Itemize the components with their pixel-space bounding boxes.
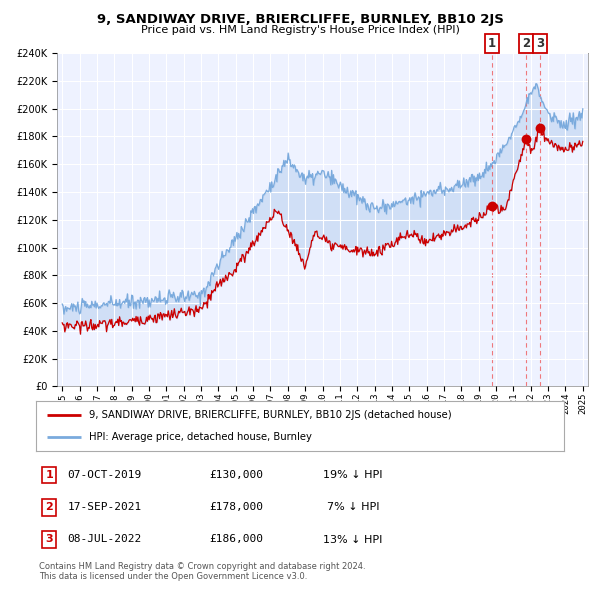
Text: 13% ↓ HPI: 13% ↓ HPI (323, 535, 382, 545)
Text: 08-JUL-2022: 08-JUL-2022 (68, 535, 142, 545)
Text: 1: 1 (46, 470, 53, 480)
Point (487, 201, 497, 211)
Text: £186,000: £186,000 (209, 535, 263, 545)
Text: 2: 2 (521, 37, 530, 50)
Text: HPI: Average price, detached house, Burnley: HPI: Average price, detached house, Burn… (89, 432, 311, 442)
Text: 9, SANDIWAY DRIVE, BRIERCLIFFE, BURNLEY, BB10 2JS: 9, SANDIWAY DRIVE, BRIERCLIFFE, BURNLEY,… (97, 13, 503, 26)
Text: Contains HM Land Registry data © Crown copyright and database right 2024.
This d: Contains HM Land Registry data © Crown c… (39, 562, 365, 581)
Text: 9, SANDIWAY DRIVE, BRIERCLIFFE, BURNLEY, BB10 2JS (detached house): 9, SANDIWAY DRIVE, BRIERCLIFFE, BURNLEY,… (89, 410, 451, 420)
Text: 2: 2 (46, 503, 53, 512)
Point (521, 135, 530, 144)
Text: 3: 3 (46, 535, 53, 545)
Text: £178,000: £178,000 (209, 503, 263, 512)
Text: 19% ↓ HPI: 19% ↓ HPI (323, 470, 383, 480)
Text: Price paid vs. HM Land Registry's House Price Index (HPI): Price paid vs. HM Land Registry's House … (140, 25, 460, 35)
Point (535, 123, 545, 133)
Text: 17-SEP-2021: 17-SEP-2021 (68, 503, 142, 512)
Text: 7% ↓ HPI: 7% ↓ HPI (326, 503, 379, 512)
Text: 07-OCT-2019: 07-OCT-2019 (68, 470, 142, 480)
Text: 3: 3 (536, 37, 544, 50)
Text: £130,000: £130,000 (209, 470, 263, 480)
Text: 1: 1 (488, 37, 496, 50)
